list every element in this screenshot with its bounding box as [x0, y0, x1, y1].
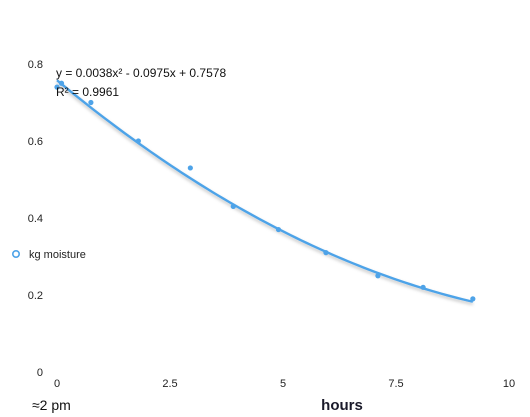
- data-point: [54, 84, 60, 90]
- data-point: [470, 296, 476, 302]
- data-point: [88, 99, 94, 106]
- x-axis-title: hours: [321, 397, 363, 414]
- y-tick-label: 0.6: [28, 136, 43, 148]
- data-point: [230, 203, 236, 210]
- trendline-equation: y = 0.0038x² - 0.0975x + 0.7578: [56, 66, 226, 80]
- x-tick-label: 2.5: [162, 378, 177, 390]
- data-point: [58, 80, 65, 86]
- legend-marker: [12, 250, 21, 259]
- trendline-r-squared: R² = 0.9961: [56, 85, 119, 99]
- time-annotation: ≈2 pm: [32, 397, 71, 413]
- y-tick-label: 0.8: [28, 59, 43, 71]
- data-point: [375, 273, 381, 279]
- x-tick-label: 7.5: [388, 378, 403, 390]
- y-tick-label: 0: [37, 367, 43, 379]
- y-axis: 0 0.2 0.4 0.6 0.8: [28, 59, 43, 379]
- data-point: [420, 284, 426, 290]
- data-points: [54, 80, 476, 302]
- y-tick-label: 0.2: [28, 290, 43, 302]
- data-point: [187, 165, 193, 171]
- legend: kg moisture: [12, 249, 86, 261]
- x-tick-label: 5: [280, 378, 286, 390]
- data-point: [275, 226, 282, 233]
- data-point: [323, 250, 329, 256]
- x-axis: 0 2.5 5 7.5 10: [54, 378, 515, 390]
- data-point: [135, 138, 141, 144]
- legend-label: kg moisture: [29, 249, 86, 261]
- trendline: [56, 79, 474, 303]
- y-tick-label: 0.4: [28, 213, 43, 225]
- x-tick-label: 10: [503, 378, 515, 390]
- x-tick-label: 0: [54, 378, 60, 390]
